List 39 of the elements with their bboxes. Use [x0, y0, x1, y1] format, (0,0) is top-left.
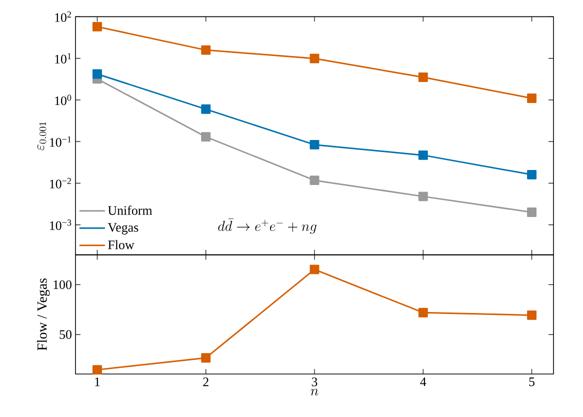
- y-axis-title: Flow / Vegas: [37, 278, 50, 350]
- y-tick-label: 50: [60, 330, 72, 339]
- point: [201, 353, 211, 363]
- point: [310, 264, 320, 274]
- y-tick-label: 10$^{2}$: [55, 11, 71, 22]
- x-tick-label: 5: [529, 378, 535, 386]
- point: [527, 93, 537, 103]
- point: [527, 170, 537, 180]
- point: [201, 45, 211, 55]
- legend-label: Uniform: [108, 206, 152, 215]
- x-tick-label: 1: [95, 378, 100, 386]
- point: [92, 69, 102, 79]
- x-tick-label: 4: [420, 378, 426, 386]
- point: [310, 176, 320, 186]
- point: [310, 54, 320, 64]
- y-tick-label: 10$^{−1}$: [50, 136, 71, 147]
- annotation: $d\bar{d} \rightarrow e^+e^- + ng$: [218, 218, 316, 234]
- legend-label: Flow: [108, 240, 134, 250]
- point: [418, 192, 428, 202]
- y-tick-label: 10$^{0}$: [55, 94, 72, 106]
- point: [310, 140, 320, 150]
- point: [201, 104, 211, 114]
- y-axis-title: $\varepsilon_{0.001}$: [37, 122, 46, 150]
- point: [92, 22, 102, 32]
- x-tick-label: 2: [203, 378, 208, 386]
- y-tick-label: 10$^{−2}$: [50, 178, 71, 188]
- y-tick-label: 100: [54, 280, 72, 290]
- point: [527, 310, 537, 320]
- point: [418, 308, 428, 318]
- x-axis-title: $n$: [310, 388, 318, 396]
- y-tick-label: 10$^{1}$: [55, 53, 71, 64]
- x-tick-label: 3: [312, 378, 318, 386]
- point: [418, 72, 428, 82]
- point: [418, 150, 428, 160]
- point: [92, 365, 102, 375]
- legend-label: Vegas: [108, 223, 138, 234]
- y-tick-label: 10$^{−3}$: [50, 220, 72, 230]
- point: [527, 208, 537, 217]
- point: [201, 132, 211, 142]
